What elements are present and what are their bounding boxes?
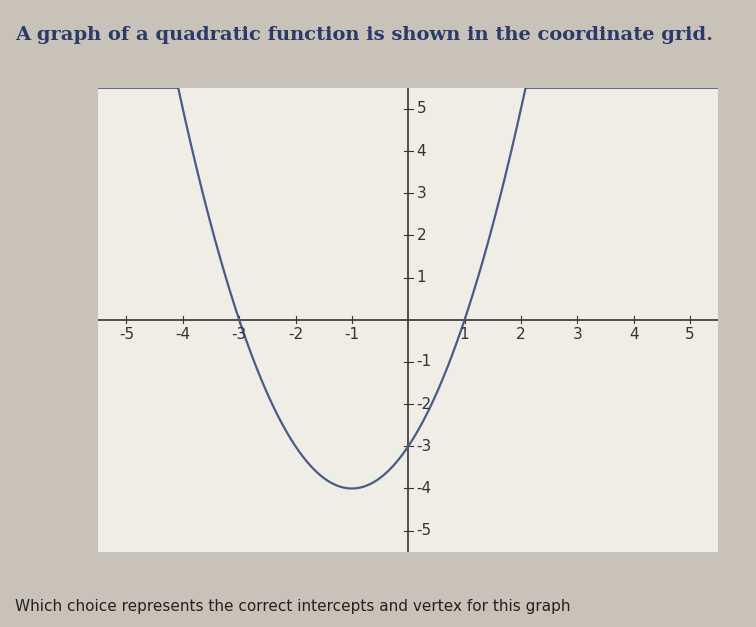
- Text: -1: -1: [344, 327, 359, 342]
- Text: 5: 5: [417, 102, 426, 117]
- Text: 2: 2: [516, 327, 525, 342]
- Text: A graph of a quadratic function is shown in the coordinate grid.: A graph of a quadratic function is shown…: [15, 26, 713, 44]
- Text: -4: -4: [175, 327, 191, 342]
- Text: 3: 3: [572, 327, 582, 342]
- Text: -5: -5: [417, 523, 432, 538]
- Text: 3: 3: [417, 186, 426, 201]
- Text: 4: 4: [629, 327, 639, 342]
- Text: Which choice represents the correct intercepts and vertex for this graph: Which choice represents the correct inte…: [15, 599, 571, 614]
- Text: -5: -5: [119, 327, 134, 342]
- Text: -2: -2: [288, 327, 303, 342]
- Text: 4: 4: [417, 144, 426, 159]
- Text: 1: 1: [460, 327, 469, 342]
- Text: 2: 2: [417, 228, 426, 243]
- Text: 5: 5: [685, 327, 695, 342]
- Text: -3: -3: [231, 327, 246, 342]
- Text: -2: -2: [417, 397, 432, 412]
- Text: -4: -4: [417, 481, 432, 496]
- Text: -1: -1: [417, 354, 432, 369]
- Text: 1: 1: [417, 270, 426, 285]
- Text: -3: -3: [417, 439, 432, 454]
